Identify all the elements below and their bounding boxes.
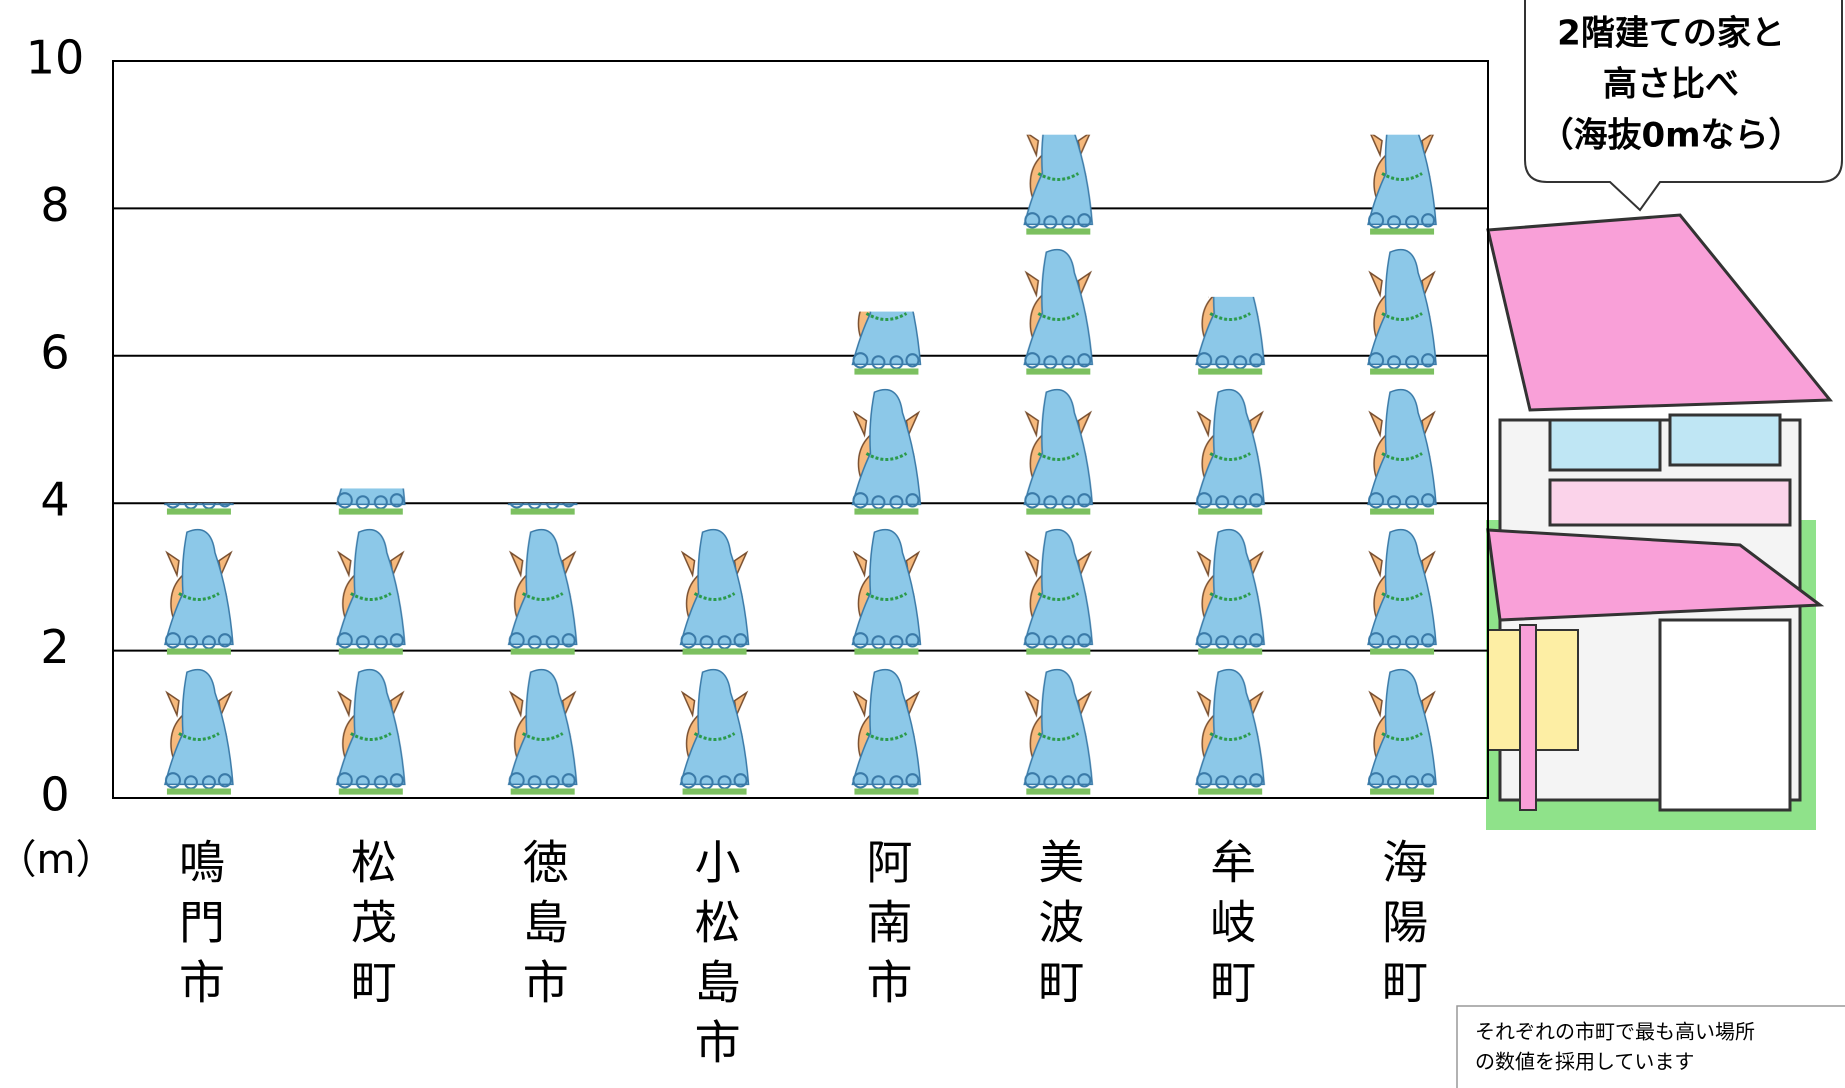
- plot-area: [112, 60, 1489, 799]
- x-tick-label: 海陽町: [1375, 838, 1430, 1018]
- bar: [1189, 296, 1272, 798]
- y-tick-label: 10: [26, 31, 85, 85]
- y-tick-label: 0: [40, 768, 69, 822]
- callout-line: 高さ比べ: [1603, 65, 1739, 105]
- callout-line: （海抜0mなら）: [1539, 116, 1802, 156]
- x-tick-label: 松茂町: [343, 838, 398, 1018]
- x-tick-label: 牟岐町: [1203, 838, 1258, 1018]
- note-line: の数値を採用しています: [1475, 1050, 1694, 1074]
- x-tick-label: 小松島市: [687, 838, 742, 1078]
- callout-line: 2階建ての家と: [1557, 14, 1785, 54]
- y-tick-label: 6: [40, 325, 69, 379]
- callout-bubble: [1524, 0, 1843, 212]
- note-line: それぞれの市町で最も高い場所: [1475, 1020, 1755, 1044]
- x-tick-label: 阿南市: [859, 838, 914, 1018]
- bar: [673, 517, 756, 798]
- note-box: [1456, 1005, 1845, 1088]
- y-tick-label: 8: [40, 178, 69, 232]
- y-tick-label: 2: [40, 620, 69, 674]
- house-illustration: [1486, 213, 1834, 830]
- y-axis-label: （m）: [0, 837, 115, 883]
- x-tick-label: 美波町: [1031, 838, 1086, 1018]
- y-tick-label: 4: [40, 473, 69, 527]
- bar: [157, 503, 240, 798]
- bar: [845, 311, 928, 798]
- bar: [1017, 134, 1100, 798]
- bar: [1361, 134, 1444, 798]
- bar: [329, 488, 412, 798]
- bar: [501, 503, 584, 798]
- x-tick-label: 徳島市: [515, 838, 570, 1018]
- x-tick-label: 鳴門市: [171, 838, 226, 1018]
